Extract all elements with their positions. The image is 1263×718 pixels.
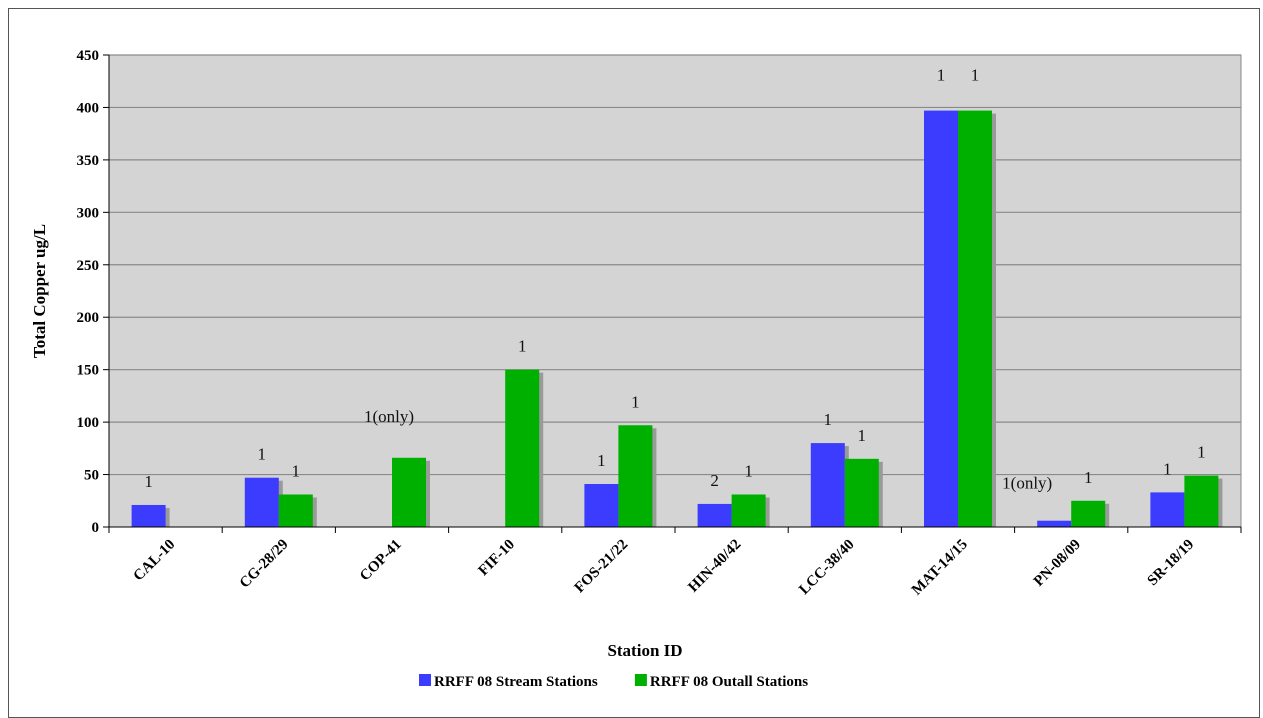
data-label: 1 (597, 451, 606, 470)
data-label: 1 (144, 472, 153, 491)
data-label: 1 (1163, 459, 1172, 478)
x-tick-label: SR-18/19 (1145, 537, 1198, 590)
bar (618, 425, 653, 527)
gridlines (109, 54, 1241, 476)
x-tick-label: LCC-38/40 (796, 537, 857, 598)
plot-area-background (108, 54, 1242, 528)
bar (810, 443, 845, 527)
x-tick-label: HIN-40/42 (685, 537, 744, 596)
bar (731, 494, 766, 527)
x-tick-label: FIF-10 (475, 537, 518, 580)
legend-swatch (419, 674, 431, 686)
y-tick-label: 0 (92, 520, 100, 536)
data-label: 1 (937, 66, 946, 85)
chart-frame: 1 1 1 1(only) 1 1 1 2 1 1 1 1 1 1(only) 1 1 1 0 50 100 150 2… (8, 8, 1260, 718)
data-label: 1 (631, 392, 640, 411)
data-label: 1 (518, 337, 527, 356)
data-label: 1 (744, 461, 753, 480)
y-tick-labels: 0 50 100 150 200 250 300 350 400 450 (77, 48, 100, 536)
bars (131, 110, 1223, 527)
x-tick-label: PN-08/09 (1031, 537, 1084, 590)
data-label: 1 (971, 66, 980, 85)
y-tick-label: 350 (77, 153, 100, 169)
bar (131, 504, 166, 527)
x-axis-title: Station ID (607, 641, 682, 660)
y-tick-label: 150 (77, 363, 100, 379)
x-tick-label: COP-41 (357, 537, 405, 585)
bar (1037, 520, 1072, 527)
bar (844, 458, 879, 527)
x-tick-label: FOS-21/22 (572, 537, 632, 597)
data-labels: 1 1 1 1(only) 1 1 1 2 1 1 1 1 1 1(only) 1 1 1 (144, 66, 1205, 493)
bar (584, 483, 619, 527)
legend-label: RRFF 08 Stream Stations (434, 674, 598, 690)
bar (244, 477, 279, 527)
bar (505, 369, 540, 527)
x-tick-labels: CAL-10 CG-28/29 COP-41 FIF-10 FOS-21/22 HIN-4… (131, 537, 1198, 599)
data-label: 1(only) (364, 407, 414, 426)
bar (1071, 500, 1106, 527)
bar (924, 110, 958, 527)
bar (697, 503, 732, 527)
y-tick-label: 250 (77, 258, 100, 274)
x-tick-label: CG-28/29 (237, 537, 292, 592)
y-tick-label: 300 (77, 205, 100, 221)
y-tick-label: 400 (77, 100, 100, 116)
data-label: 2 (710, 471, 719, 490)
data-label: 1 (292, 461, 301, 480)
y-tick-label: 50 (84, 468, 99, 484)
x-tick-label: MAT-14/15 (909, 537, 971, 599)
y-axis-title: Total Copper ug/L (30, 224, 49, 358)
bar (958, 110, 992, 527)
data-label: 1 (1197, 443, 1206, 462)
data-label: 1(only) (1002, 474, 1052, 493)
data-label: 1 (258, 445, 267, 464)
legend-swatch (634, 674, 647, 686)
data-label: 1 (858, 426, 867, 445)
y-tick-label: 200 (77, 310, 100, 326)
x-tick-label: CAL-10 (131, 537, 179, 585)
y-tick-label: 100 (77, 415, 100, 431)
axes (103, 54, 1242, 533)
bar (1184, 475, 1219, 527)
y-tick-label: 450 (77, 48, 100, 64)
data-label: 1 (1084, 468, 1093, 487)
bar (1150, 492, 1185, 527)
bar-chart: 1 1 1 1(only) 1 1 1 2 1 1 1 1 1 1(only) 1 1 1 0 50 100 150 2… (30, 48, 1242, 690)
bar (278, 494, 313, 527)
legend-label: RRFF 08 Outall Stations (650, 674, 808, 690)
legend: RRFF 08 Stream Stations RRFF 08 Outall St… (419, 674, 808, 690)
bar (392, 457, 426, 527)
data-label: 1 (824, 410, 833, 429)
